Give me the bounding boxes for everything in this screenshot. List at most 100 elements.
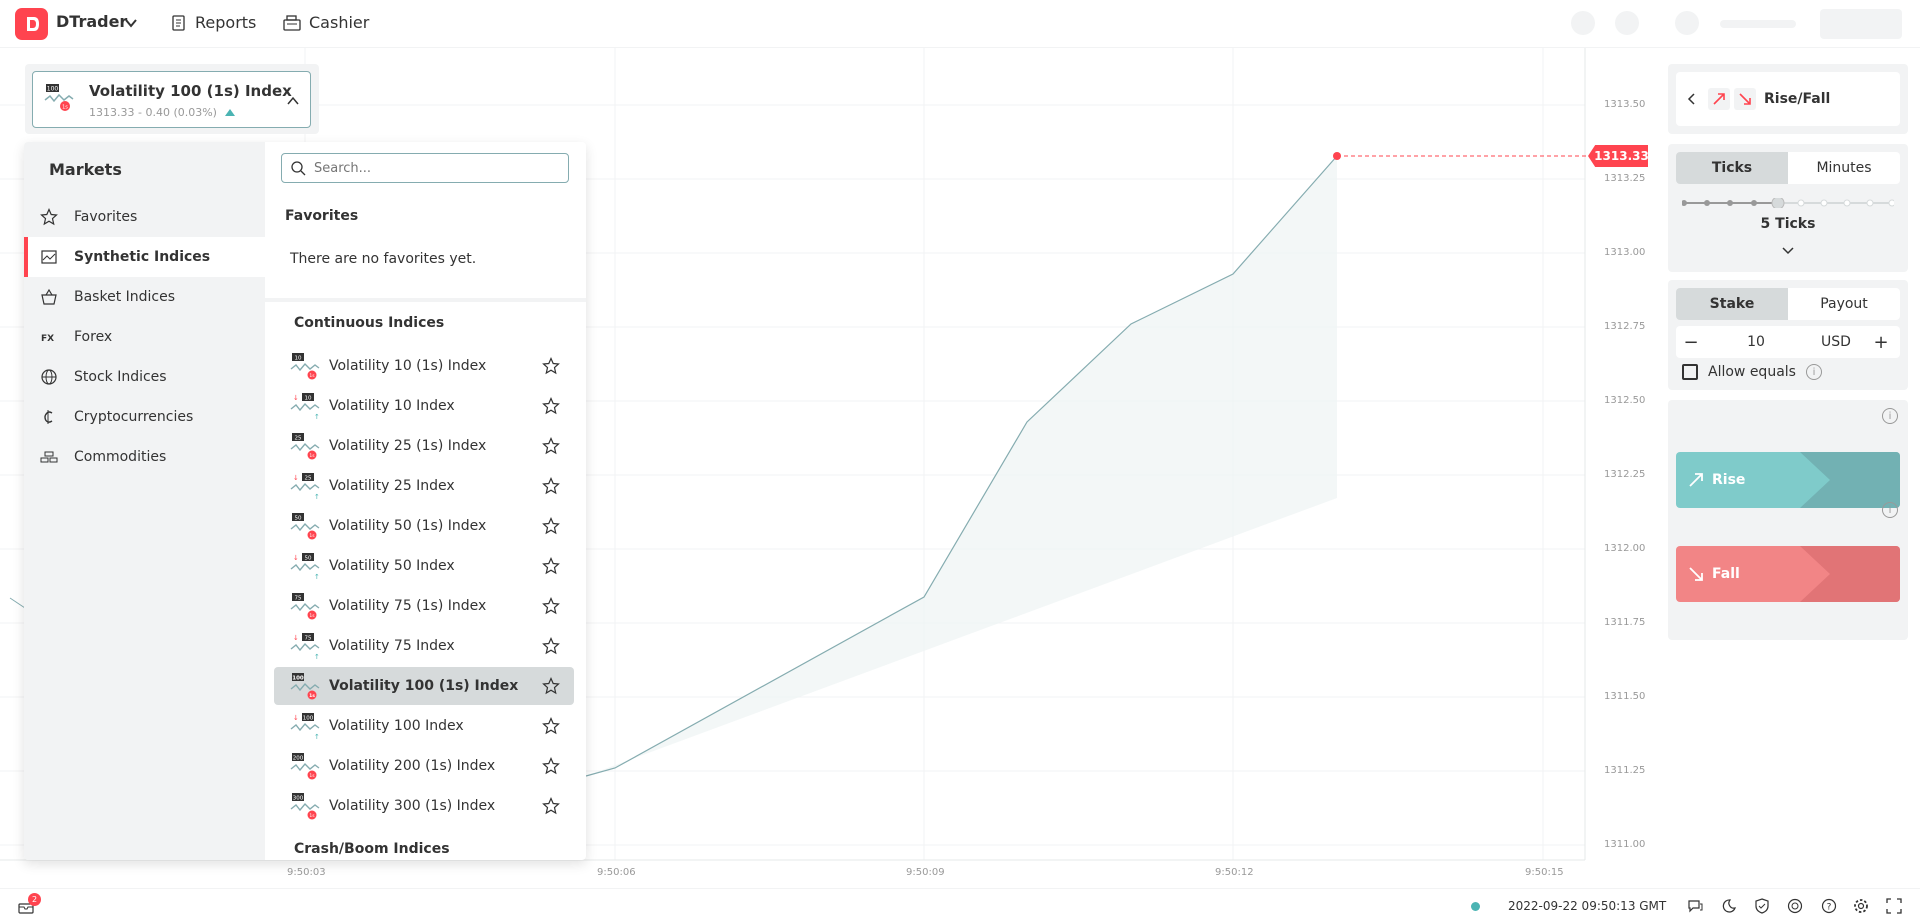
fullscreen-icon[interactable] bbox=[1886, 898, 1902, 914]
svg-text:↓: ↓ bbox=[293, 394, 299, 402]
market-item-label: Volatility 75 Index bbox=[329, 638, 455, 654]
tab-payout[interactable]: Payout bbox=[1820, 296, 1868, 312]
y-tick: 1313.25 bbox=[1604, 173, 1646, 184]
allow-equals-label: Allow equals bbox=[1708, 364, 1796, 380]
volatility-100-1s-icon: 100 1s bbox=[44, 84, 74, 111]
tab-minutes[interactable]: Minutes bbox=[1816, 160, 1872, 176]
market-item[interactable]: 75 1s Volatility 75 (1s) Index bbox=[274, 587, 574, 625]
category-favorites[interactable]: Favorites bbox=[24, 197, 265, 237]
allow-equals[interactable]: Allow equals i bbox=[1682, 364, 1822, 380]
market-item[interactable]: 25 ↓ ↑ Volatility 25 Index bbox=[274, 467, 574, 505]
tab-ticks[interactable]: Ticks bbox=[1676, 152, 1788, 184]
market-item[interactable]: 10 1s Volatility 10 (1s) Index bbox=[274, 347, 574, 385]
star-icon[interactable] bbox=[542, 357, 560, 375]
category-forex[interactable]: FX Forex bbox=[41, 329, 113, 345]
market-item[interactable]: 10 ↓ ↑ Volatility 10 Index bbox=[274, 387, 574, 425]
info-icon[interactable]: i bbox=[1882, 408, 1898, 424]
svg-text:↑: ↑ bbox=[314, 733, 320, 740]
search-input[interactable] bbox=[314, 160, 554, 176]
svg-text:↓: ↓ bbox=[293, 474, 299, 482]
server-time: 2022-09-22 09:50:13 GMT bbox=[1508, 899, 1667, 913]
deriv-logo[interactable] bbox=[15, 8, 48, 40]
theme-toggle-icon[interactable] bbox=[1721, 898, 1737, 914]
info-icon[interactable]: i bbox=[1805, 364, 1822, 380]
market-selector-price: 1313.33 - 0.40 (0.03%) bbox=[89, 106, 236, 119]
star-icon[interactable] bbox=[542, 717, 560, 735]
market-item[interactable]: 200 1s Volatility 200 (1s) Index bbox=[274, 747, 574, 785]
chevron-up-icon[interactable] bbox=[286, 94, 300, 108]
market-item-label: Volatility 75 (1s) Index bbox=[329, 598, 487, 614]
market-item[interactable]: 75 ↓ ↑ Volatility 75 Index bbox=[274, 627, 574, 665]
x-tick: 9:50:09 bbox=[906, 867, 945, 878]
shield-icon[interactable] bbox=[1754, 898, 1770, 914]
market-item[interactable]: 100 ↓ ↑ Volatility 100 Index bbox=[274, 707, 574, 745]
contract-type-selector[interactable]: Rise/Fall bbox=[1676, 72, 1900, 126]
svg-text:↑: ↑ bbox=[314, 413, 320, 420]
header: DTrader Reports Cashier bbox=[0, 0, 1920, 48]
market-list: Favorites There are no favorites yet. Co… bbox=[265, 142, 586, 860]
crash-boom-title: Crash/Boom Indices bbox=[294, 841, 450, 857]
search-box[interactable] bbox=[281, 153, 569, 183]
category-stock-indices[interactable]: Stock Indices bbox=[24, 357, 265, 397]
ticks-slider[interactable] bbox=[1682, 198, 1894, 208]
star-icon[interactable] bbox=[542, 477, 560, 495]
plus-button[interactable]: + bbox=[1873, 331, 1889, 353]
svg-text:75: 75 bbox=[295, 596, 302, 602]
market-item-label: Volatility 50 Index bbox=[329, 558, 455, 574]
star-icon[interactable] bbox=[542, 517, 560, 535]
svg-text:75: 75 bbox=[305, 636, 312, 642]
star-icon[interactable] bbox=[542, 397, 560, 415]
svg-text:50: 50 bbox=[295, 516, 302, 522]
cashier-icon bbox=[283, 14, 301, 31]
svg-text:25: 25 bbox=[295, 436, 302, 442]
y-tick: 1311.25 bbox=[1604, 765, 1646, 776]
market-item[interactable]: 50 1s Volatility 50 (1s) Index bbox=[274, 507, 574, 545]
info-icon[interactable]: i bbox=[1882, 502, 1898, 518]
volatility-index-icon: 25 1s bbox=[290, 433, 320, 460]
star-icon[interactable] bbox=[542, 757, 560, 775]
chat-icon[interactable] bbox=[1687, 898, 1703, 914]
category-basket-indices[interactable]: Basket Indices bbox=[24, 277, 265, 317]
tab-stake[interactable]: Stake bbox=[1676, 288, 1788, 320]
stake-input[interactable]: 10 bbox=[1747, 334, 1765, 350]
nav-reports[interactable]: Reports bbox=[171, 13, 256, 32]
market-item[interactable]: 50 ↓ ↑ Volatility 50 Index bbox=[274, 547, 574, 585]
app-name[interactable]: DTrader bbox=[56, 12, 128, 31]
x-tick: 9:50:15 bbox=[1525, 867, 1564, 878]
category-synthetic-indices[interactable]: Synthetic Indices bbox=[24, 237, 265, 277]
settings-icon[interactable] bbox=[1853, 898, 1869, 914]
star-icon[interactable] bbox=[542, 597, 560, 615]
chevron-down-icon[interactable] bbox=[1781, 246, 1795, 256]
rise-button[interactable]: Rise bbox=[1676, 452, 1900, 508]
category-commodities[interactable]: Commodities bbox=[24, 437, 265, 477]
help-icon[interactable]: ? bbox=[1821, 898, 1837, 914]
svg-text:300: 300 bbox=[293, 796, 304, 802]
svg-text:1s: 1s bbox=[309, 453, 315, 459]
connection-status-dot bbox=[1471, 902, 1480, 911]
gamstop-icon[interactable] bbox=[1787, 898, 1803, 914]
notifications-icon[interactable] bbox=[18, 899, 34, 915]
market-item[interactable]: 300 1s Volatility 300 (1s) Index bbox=[274, 787, 574, 825]
star-icon[interactable] bbox=[542, 677, 560, 695]
minus-button[interactable]: − bbox=[1683, 331, 1699, 353]
category-cryptocurrencies[interactable]: Cryptocurrencies bbox=[24, 397, 265, 437]
chevron-down-icon[interactable] bbox=[124, 16, 138, 30]
svg-text:100: 100 bbox=[47, 86, 59, 93]
allow-equals-checkbox[interactable] bbox=[1682, 364, 1698, 380]
star-icon[interactable] bbox=[542, 797, 560, 815]
market-item[interactable]: 25 1s Volatility 25 (1s) Index bbox=[274, 427, 574, 465]
star-icon[interactable] bbox=[542, 437, 560, 455]
market-item[interactable]: 100 1s Volatility 100 (1s) Index bbox=[274, 667, 574, 705]
fall-button[interactable]: Fall bbox=[1676, 546, 1900, 602]
star-icon[interactable] bbox=[542, 637, 560, 655]
notifications-badge: 2 bbox=[28, 893, 41, 906]
search-icon bbox=[291, 161, 306, 176]
markets-dropdown: Markets Favorites Synthetic Indices Bask… bbox=[24, 142, 586, 860]
market-selector[interactable]: 100 1s Volatility 100 (1s) Index 1313.33… bbox=[32, 71, 311, 128]
nav-reports-label: Reports bbox=[195, 13, 257, 32]
button-shade bbox=[1800, 452, 1900, 508]
star-icon[interactable] bbox=[542, 557, 560, 575]
nav-cashier[interactable]: Cashier bbox=[283, 13, 369, 32]
svg-text:↓: ↓ bbox=[293, 714, 299, 722]
y-tick: 1312.00 bbox=[1604, 543, 1646, 554]
